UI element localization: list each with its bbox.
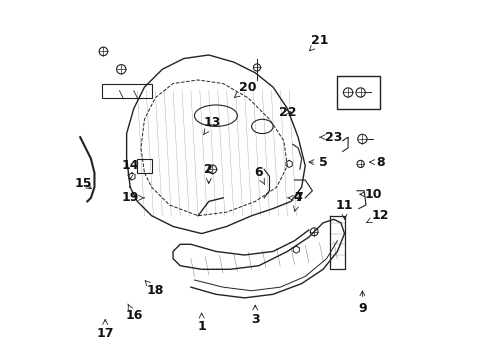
Text: 19: 19	[121, 192, 144, 204]
Text: 22: 22	[278, 105, 296, 119]
Text: 11: 11	[335, 198, 352, 219]
Text: 16: 16	[125, 304, 142, 322]
Text: 2: 2	[204, 163, 213, 184]
Text: 10: 10	[359, 188, 381, 201]
Text: 6: 6	[254, 166, 264, 185]
Text: 1: 1	[197, 313, 205, 333]
Text: 8: 8	[369, 156, 384, 168]
Text: 18: 18	[145, 281, 163, 297]
Text: 3: 3	[250, 305, 259, 326]
Text: 5: 5	[308, 156, 327, 168]
Text: 7: 7	[293, 192, 302, 211]
Text: 20: 20	[234, 81, 256, 98]
Text: 23: 23	[319, 131, 342, 144]
Text: 13: 13	[203, 116, 221, 134]
Text: 12: 12	[366, 209, 388, 223]
Text: 21: 21	[309, 34, 327, 51]
Text: 15: 15	[75, 177, 92, 190]
Text: 17: 17	[96, 319, 114, 340]
Text: 4: 4	[287, 192, 302, 204]
Text: 9: 9	[357, 291, 366, 315]
Text: 14: 14	[121, 159, 139, 180]
